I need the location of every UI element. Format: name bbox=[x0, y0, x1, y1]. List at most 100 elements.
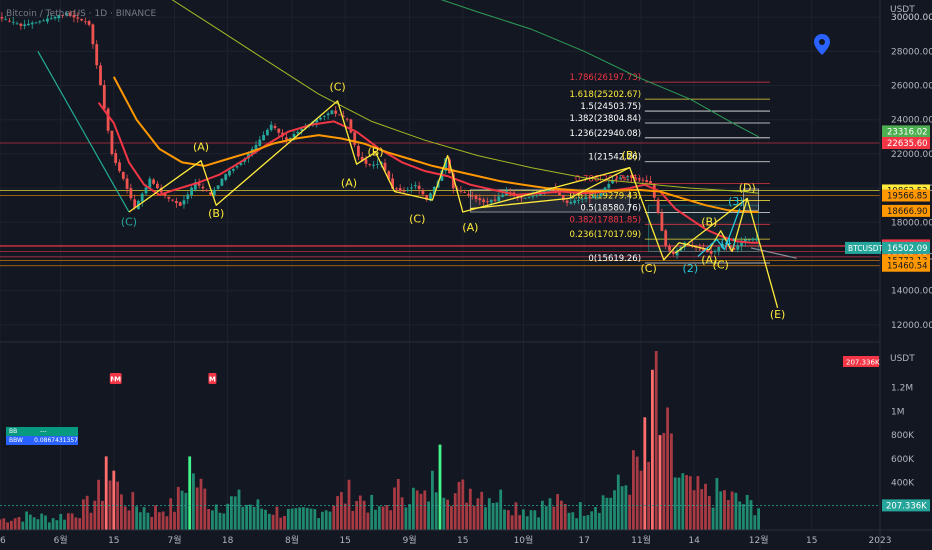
volume-bar bbox=[237, 489, 241, 530]
candle-body bbox=[478, 198, 482, 201]
candle-body bbox=[664, 230, 668, 246]
candle-body bbox=[467, 194, 470, 195]
price-axis-unit: USDT bbox=[890, 5, 915, 15]
candle-body bbox=[732, 247, 736, 250]
volume-bar bbox=[673, 477, 677, 530]
fib-level-label: 1.236(22940.08) bbox=[570, 129, 642, 139]
candle-body bbox=[395, 188, 398, 190]
time-tick-label: 15 bbox=[457, 536, 468, 546]
candle-body bbox=[444, 158, 448, 171]
volume-bar bbox=[44, 515, 47, 530]
volume-bar bbox=[180, 490, 184, 530]
volume-bar bbox=[628, 494, 632, 530]
volume-bar bbox=[522, 509, 525, 530]
fib-level-label: 1(21542.26) bbox=[588, 153, 641, 163]
volume-bar bbox=[203, 488, 207, 530]
volume-bar bbox=[267, 513, 271, 530]
volume-bar bbox=[32, 517, 36, 530]
moving-average-line bbox=[97, 102, 759, 244]
volume-tick-label: 1M bbox=[891, 407, 905, 417]
volume-bar bbox=[85, 495, 89, 530]
candle-body bbox=[713, 251, 717, 253]
volume-bar bbox=[355, 501, 358, 530]
candle-body bbox=[618, 177, 622, 179]
volume-bar bbox=[590, 511, 594, 530]
candle-body bbox=[46, 18, 49, 22]
volume-bar bbox=[256, 499, 260, 530]
location-pin-icon[interactable] bbox=[814, 34, 830, 55]
candle-body bbox=[140, 193, 144, 202]
volume-bar bbox=[662, 432, 666, 530]
candle-body bbox=[622, 177, 626, 178]
candle-body bbox=[474, 195, 478, 200]
volume-bar bbox=[28, 514, 32, 530]
candle-body bbox=[709, 250, 713, 254]
fib-level-label: 0.236(17017.09) bbox=[570, 230, 642, 240]
trend-line bbox=[750, 247, 797, 259]
candle-body bbox=[558, 192, 561, 196]
price-badge-text: 30000.00 bbox=[891, 13, 932, 23]
candle-body bbox=[364, 159, 368, 164]
volume-bar bbox=[260, 508, 264, 530]
candle-body bbox=[417, 185, 421, 189]
volume-bar bbox=[74, 517, 78, 530]
volume-bar bbox=[222, 513, 226, 530]
volume-bar bbox=[283, 516, 286, 530]
last-price-box bbox=[882, 241, 930, 254]
candle-body bbox=[482, 199, 485, 203]
location-pin-hole bbox=[819, 39, 825, 45]
candle-body bbox=[228, 170, 231, 176]
candle-body bbox=[330, 110, 334, 115]
volume-bar bbox=[730, 491, 734, 530]
price-tick-label: 28000.00 bbox=[891, 47, 932, 57]
volume-bar bbox=[616, 474, 620, 530]
price-tick-label: 26000.00 bbox=[891, 82, 932, 92]
candle-body bbox=[531, 195, 535, 197]
candle-body bbox=[448, 159, 451, 174]
price-badge-text: 19566.85 bbox=[887, 192, 928, 202]
candle-body bbox=[319, 117, 322, 120]
candle-body bbox=[580, 198, 584, 200]
candle-body bbox=[34, 22, 38, 24]
candle-body bbox=[535, 195, 539, 196]
volume-bar bbox=[609, 497, 613, 530]
volume-bar bbox=[480, 491, 484, 530]
volume-bar bbox=[332, 505, 336, 530]
volume-bar bbox=[658, 435, 662, 530]
candle-body bbox=[743, 239, 747, 243]
bbw-head-left: BB bbox=[9, 428, 18, 435]
wave-path bbox=[697, 208, 741, 257]
candle-body bbox=[178, 202, 182, 206]
candle-body bbox=[23, 24, 27, 27]
volume-bar bbox=[726, 500, 730, 530]
candle-body bbox=[300, 128, 303, 131]
signal-marker-box bbox=[113, 373, 122, 384]
candle-body bbox=[76, 17, 80, 19]
last-volume-box bbox=[882, 499, 930, 512]
candle-body bbox=[383, 162, 387, 171]
volume-bar bbox=[563, 504, 567, 530]
volume-bar bbox=[419, 493, 423, 530]
volume-bar bbox=[192, 473, 195, 530]
volume-bar bbox=[632, 450, 635, 530]
volume-bar bbox=[503, 509, 506, 530]
candle-body bbox=[706, 250, 709, 253]
volume-bar bbox=[176, 486, 180, 530]
candle-body bbox=[637, 178, 641, 180]
price-badge-box bbox=[882, 259, 930, 272]
time-tick-label: 18 bbox=[222, 536, 234, 546]
volume-tick-label: 1.2M bbox=[891, 384, 913, 394]
volume-bar bbox=[594, 507, 597, 530]
wave-label: (D) bbox=[739, 182, 756, 195]
volume-bar bbox=[446, 499, 449, 530]
bbw-row-value: 0.0867431357 bbox=[34, 437, 78, 444]
candle-body bbox=[99, 65, 102, 86]
candle-body bbox=[641, 179, 645, 181]
volume-bar bbox=[336, 496, 339, 530]
volume-bar bbox=[63, 519, 66, 530]
volume-bar bbox=[241, 506, 245, 530]
volume-marker-label: 207.336K bbox=[846, 359, 880, 367]
wave-label: (C) bbox=[713, 258, 729, 271]
candle-body bbox=[110, 130, 114, 154]
